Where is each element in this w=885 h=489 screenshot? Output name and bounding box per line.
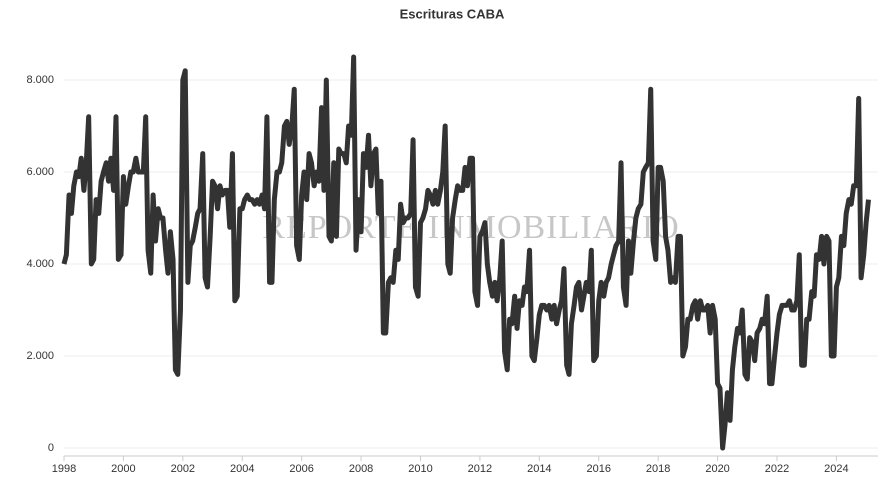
x-tick-label: 1998 [52, 463, 76, 475]
x-tick-label: 2012 [468, 463, 492, 475]
y-tick-label: 2.000 [26, 350, 54, 362]
x-tick-label: 2014 [527, 463, 551, 475]
x-tick-label: 2022 [765, 463, 789, 475]
x-tick-label: 2020 [705, 463, 729, 475]
y-tick-label: 4.000 [26, 258, 54, 270]
x-tick-label: 2000 [111, 463, 135, 475]
x-tick-label: 2004 [230, 463, 254, 475]
x-tick-label: 2002 [171, 463, 195, 475]
y-tick-label: 6.000 [26, 166, 54, 178]
series-line [61, 54, 871, 451]
chart-title: Escrituras CABA [400, 6, 505, 21]
x-tick-label: 2016 [587, 463, 611, 475]
y-tick-label: 0 [48, 442, 54, 454]
x-tick-label: 2010 [408, 463, 432, 475]
x-tick-label: 2024 [824, 463, 848, 475]
y-tick-label: 8.000 [26, 74, 54, 86]
x-tick-label: 2018 [646, 463, 670, 475]
x-tick-label: 2006 [289, 463, 313, 475]
x-tick-label: 2008 [349, 463, 373, 475]
